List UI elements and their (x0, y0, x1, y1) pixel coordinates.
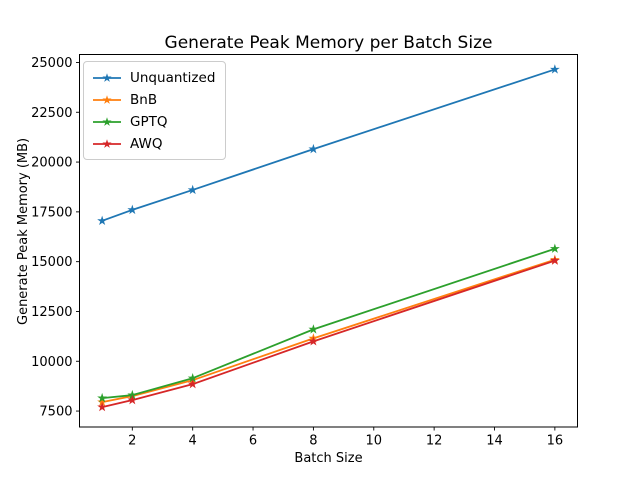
star-marker (308, 324, 319, 334)
x-tick-label: 2 (128, 434, 136, 449)
x-tick-label: 4 (189, 434, 197, 449)
legend-line-marker-icon (93, 72, 121, 82)
legend-star-marker (102, 116, 112, 126)
y-tick-label: 15000 (31, 255, 72, 270)
y-tick-label: 7500 (39, 405, 72, 420)
legend-star-marker (102, 94, 112, 104)
star-marker (187, 373, 198, 383)
star-marker (187, 378, 198, 389)
x-tick-label: 14 (486, 434, 503, 449)
series-unquantized (97, 64, 560, 226)
star-marker (97, 392, 108, 403)
series-line (101, 258, 556, 404)
star-marker (127, 394, 138, 405)
series-awq (97, 255, 560, 412)
legend-label: AWQ (130, 135, 163, 152)
legend-item-gptq: GPTQ (92, 112, 215, 131)
legend-star-marker (102, 138, 112, 148)
star-marker (187, 184, 198, 195)
star-marker (549, 255, 560, 265)
x-axis-label: Batch Size (294, 451, 363, 466)
y-tick-label: 10000 (31, 355, 72, 370)
legend-item-awq: AWQ (92, 134, 215, 153)
plot-border (79, 54, 578, 428)
star-marker (308, 143, 319, 154)
x-tick-label: 10 (365, 434, 382, 449)
legend: Unquantized BnB GPTQ AWQ (83, 61, 227, 160)
star-marker (549, 243, 560, 253)
star-marker (127, 389, 138, 400)
legend-label: GPTQ (130, 113, 168, 130)
star-marker (549, 64, 560, 74)
chart-title: Generate Peak Memory per Batch Size (164, 33, 493, 53)
legend-item-unquantized: Unquantized (92, 68, 215, 87)
y-tick-label: 20000 (31, 156, 72, 171)
series-bnb (97, 254, 560, 407)
x-tick-label: 16 (547, 434, 564, 449)
x-tick-label: 12 (426, 434, 443, 449)
y-tick-label: 25000 (31, 56, 72, 71)
x-tick-label: 6 (249, 434, 257, 449)
legend-label: Unquantized (130, 69, 216, 86)
y-tick-label: 12500 (31, 305, 72, 320)
legend-line-marker-icon (93, 138, 121, 148)
star-marker (97, 396, 108, 407)
legend-item-bnb: BnB (92, 90, 215, 109)
legend-star-marker (102, 72, 112, 82)
series-line (101, 247, 556, 400)
star-marker (97, 215, 108, 226)
legend-line-marker-icon (93, 94, 121, 104)
star-marker (127, 204, 138, 215)
series-gptq (97, 243, 560, 403)
star-marker (97, 401, 108, 412)
y-tick-label: 22500 (31, 106, 72, 121)
legend-label: BnB (130, 91, 158, 108)
x-tick-label: 8 (309, 434, 317, 449)
star-marker (308, 336, 319, 346)
y-tick-label: 17500 (31, 205, 72, 220)
legend-line-marker-icon (93, 116, 121, 126)
